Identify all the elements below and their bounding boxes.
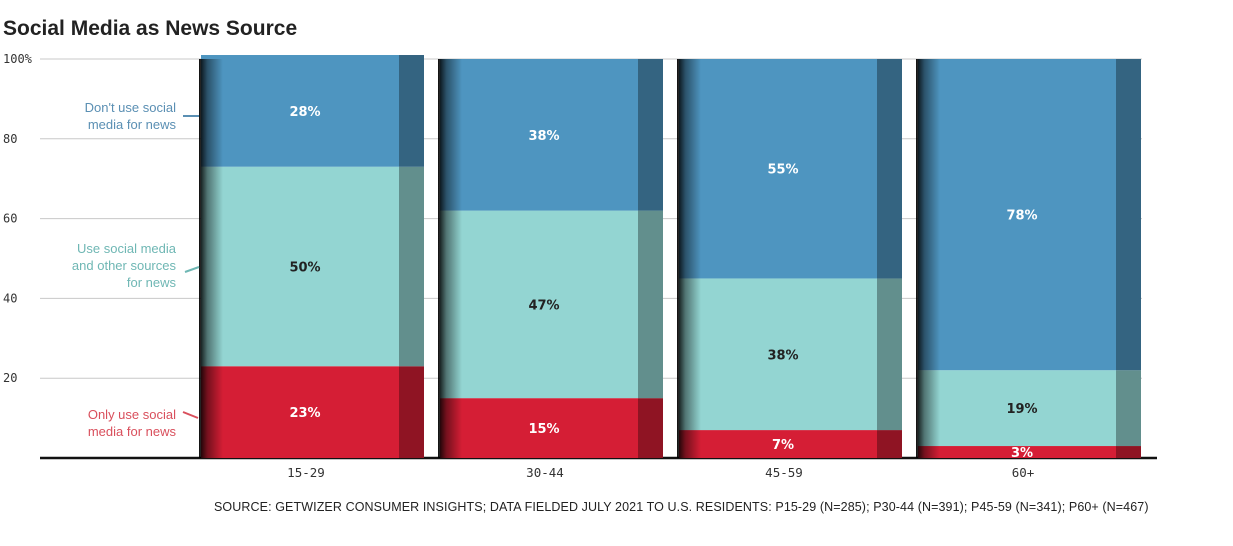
bar-segment <box>918 370 1141 447</box>
bar-side-shade <box>399 166 424 367</box>
legend-leader <box>182 411 199 419</box>
bar-side-shade <box>877 430 902 458</box>
data-label: 55% <box>767 163 798 178</box>
bar-left-shade <box>677 59 701 458</box>
data-label: 3% <box>1011 446 1033 461</box>
bar-segment <box>679 59 902 279</box>
source-note: SOURCE: GETWIZER CONSUMER INSIGHTS; DATA… <box>214 500 1149 514</box>
bar-left-shade <box>199 59 223 458</box>
legend-layer: Only use social media for news Use social … <box>72 100 200 439</box>
bar-side-shade <box>1116 370 1141 447</box>
bar-side-shade <box>399 366 424 458</box>
chart-title: Social Media as News Source <box>3 17 298 40</box>
data-label: 23% <box>289 406 320 421</box>
labels-layer: 23% 50% 28% 15-29 15% 47% 38% 30-44 7% 38% 55% 45-5… <box>287 105 1037 480</box>
data-label: 28% <box>289 105 320 120</box>
bar-segment <box>201 166 424 367</box>
bar-segment <box>918 446 1141 458</box>
legend-label: Only use social <box>88 407 176 422</box>
bar-side-shade <box>1116 59 1141 371</box>
bar-segment <box>201 55 424 167</box>
bar-segment <box>440 398 663 458</box>
bar-side-shade <box>1116 446 1141 458</box>
legend-label: and other sources <box>72 258 177 273</box>
bar-segment <box>440 210 663 399</box>
legend-label: for news <box>127 275 177 290</box>
legend-label: media for news <box>88 117 177 132</box>
legend-label: Don't use social <box>85 100 176 115</box>
bar-segment <box>440 59 663 211</box>
legend-label: media for news <box>88 424 177 439</box>
bar-segment <box>918 59 1141 371</box>
y-tick-label: 20 <box>3 371 17 385</box>
y-tick-label: 40 <box>3 291 17 305</box>
data-label: 15% <box>528 422 559 437</box>
bar-side-shade <box>877 59 902 279</box>
data-label: 19% <box>1006 402 1037 417</box>
x-category-label: 30-44 <box>526 465 564 480</box>
bar-segment <box>679 430 902 458</box>
x-category-label: 45-59 <box>765 465 803 480</box>
y-tick-label: 60 <box>3 212 17 226</box>
bar-segment <box>679 278 902 431</box>
bar-side-shade <box>399 55 424 167</box>
bar-segment <box>201 366 424 458</box>
data-label: 38% <box>528 129 559 144</box>
bar-side-shade <box>638 210 663 399</box>
bar-left-shade <box>438 59 462 458</box>
data-label: 47% <box>528 298 559 313</box>
data-label: 7% <box>772 438 794 453</box>
data-label: 50% <box>289 260 320 275</box>
bar-side-shade <box>877 278 902 431</box>
x-category-label: 60+ <box>1012 465 1035 480</box>
legend-label: Use social media <box>77 241 177 256</box>
bar-side-shade <box>638 398 663 458</box>
bars-layer <box>199 55 1141 458</box>
bar-left-shade <box>916 59 940 458</box>
data-label: 38% <box>767 348 798 363</box>
data-label: 78% <box>1006 209 1037 224</box>
bar-side-shade <box>638 59 663 211</box>
y-tick-label: 80 <box>3 132 17 146</box>
legend-leader <box>184 266 200 273</box>
x-category-label: 15-29 <box>287 465 325 480</box>
y-tick-label: 100% <box>3 52 33 66</box>
